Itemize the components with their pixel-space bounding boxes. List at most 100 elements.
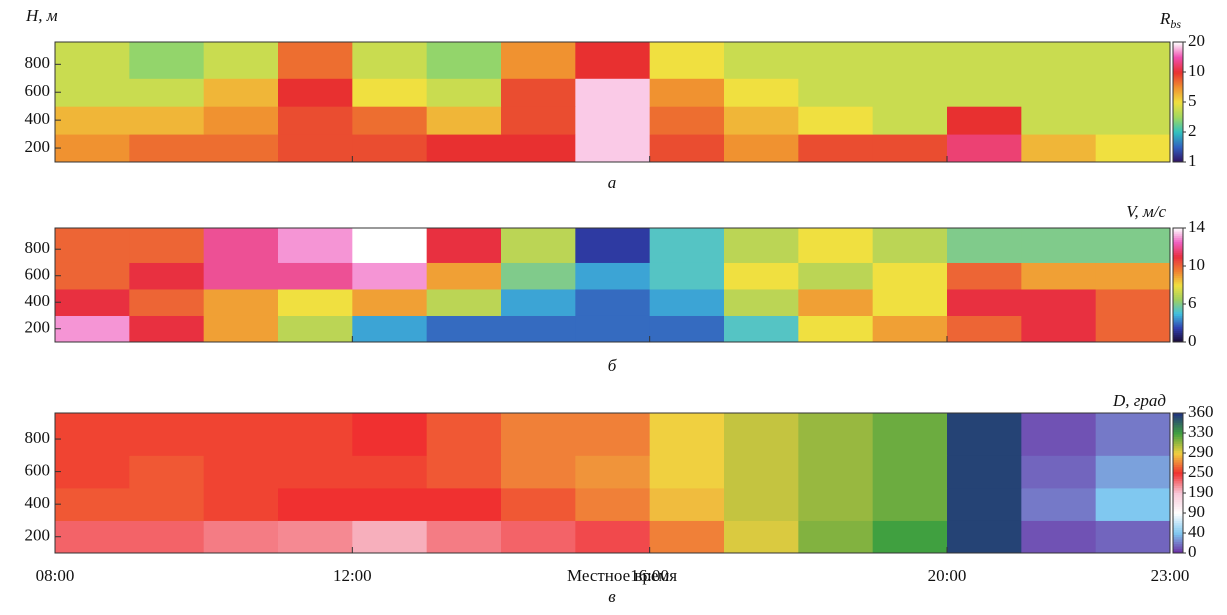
colorbar-segment [1173, 290, 1183, 294]
colorbar-segment [1173, 487, 1183, 491]
heatmap-cell [129, 455, 205, 489]
y-tick-label: 600 [25, 81, 51, 100]
colorbar-segment [1173, 471, 1183, 475]
colorbar-segment [1173, 58, 1183, 61]
colorbar-segment [1173, 262, 1183, 265]
colorbar-segment [1173, 48, 1183, 51]
heatmap-cell [55, 288, 130, 316]
heatmap-cell [55, 487, 130, 521]
heatmap-cell [872, 288, 948, 316]
heatmap-cell [203, 288, 279, 316]
colorbar-segment [1173, 110, 1183, 113]
colorbar-segment [1173, 319, 1183, 322]
colorbar-segment [1173, 296, 1183, 299]
y-tick-label: 600 [25, 461, 51, 480]
colorbar-segment [1173, 102, 1183, 105]
panel-label: а [608, 173, 617, 192]
colorbar-segment [1173, 283, 1183, 286]
colorbar-segment [1173, 235, 1183, 238]
heatmap-cell [129, 106, 205, 135]
colorbar-segment [1173, 457, 1183, 461]
heatmap-cell [872, 413, 948, 456]
heatmap-cell [1095, 288, 1171, 316]
colorbar-segment [1173, 228, 1183, 231]
colorbar-segment [1173, 294, 1183, 297]
heatmap-cell [203, 413, 279, 456]
colorbar-segment [1173, 450, 1183, 454]
heatmap-cell [724, 413, 799, 456]
heatmap-cell [426, 78, 502, 107]
heatmap-cell [575, 413, 651, 456]
colorbar-segment [1173, 497, 1183, 500]
colorbar-tick-label: 10 [1188, 61, 1205, 80]
heatmap-cell [1021, 413, 1097, 456]
colorbar-label-main: R [1159, 9, 1171, 28]
panel-label: б [608, 356, 617, 375]
colorbar-segment [1173, 152, 1183, 155]
y-tick-label: 800 [25, 53, 51, 72]
colorbar-segment [1173, 311, 1183, 314]
heatmap-cell [129, 228, 205, 263]
colorbar-segment [1173, 90, 1183, 93]
heatmap-cell [947, 228, 1022, 263]
heatmap-cell [129, 487, 205, 521]
heatmap-cell [872, 315, 948, 343]
heatmap-cell [649, 520, 725, 554]
x-tick-label: 08:00 [36, 566, 75, 585]
colorbar-segment [1173, 130, 1183, 133]
colorbar-segment [1173, 252, 1183, 256]
colorbar-segment [1173, 112, 1183, 115]
heatmap-cell [352, 262, 428, 290]
heatmap-cell [1095, 487, 1171, 521]
heatmap-cell [203, 134, 279, 163]
colorbar-segment [1173, 62, 1183, 65]
heatmap-cell [1095, 262, 1171, 290]
colorbar-segment [1173, 536, 1183, 540]
heatmap-cell [947, 288, 1022, 316]
colorbar-segment [1173, 323, 1183, 326]
plot-frame [54, 412, 1171, 554]
colorbar-segment [1173, 543, 1183, 547]
heatmap-cell [501, 315, 576, 343]
heatmap-cell [55, 262, 130, 290]
heatmap-cell [649, 413, 725, 456]
colorbar-segment [1173, 534, 1183, 538]
heatmap-cell [278, 455, 353, 489]
colorbar-segment [1173, 247, 1183, 250]
heatmap-cell [278, 315, 353, 343]
colorbar-segment [1173, 74, 1183, 77]
colorbar-segment [1173, 144, 1183, 147]
colorbar-segment [1173, 64, 1183, 67]
heatmap-cell [724, 134, 799, 163]
heatmap-cell [872, 262, 948, 290]
heatmap-cell [724, 520, 799, 554]
colorbar-segment [1173, 429, 1183, 433]
colorbar-segment [1173, 434, 1183, 437]
colorbar-segment [1173, 455, 1183, 458]
heatmap-cell [1021, 315, 1097, 343]
colorbar-segment [1173, 336, 1183, 339]
colorbar-tick-label: 6 [1188, 293, 1197, 312]
colorbar-tick-label: 0 [1188, 542, 1197, 561]
colorbar-segment [1173, 448, 1183, 451]
colorbar-segment [1173, 150, 1183, 153]
colorbar-tick-label: 20 [1188, 31, 1205, 50]
heatmap-cell [55, 134, 130, 163]
heatmap-cell [501, 42, 576, 79]
colorbar-segment [1173, 254, 1183, 257]
colorbar-segment [1173, 271, 1183, 275]
heatmap-cell [426, 42, 502, 79]
colorbar-segment [1173, 120, 1183, 123]
heatmap-cell [798, 106, 874, 135]
colorbar-segment [1173, 539, 1183, 542]
colorbar-segment [1173, 122, 1183, 125]
heatmap-cell [426, 228, 502, 263]
heatmap-cell [501, 413, 576, 456]
heatmap-cell [724, 288, 799, 316]
colorbar-segment [1173, 326, 1183, 330]
colorbar-segment [1173, 338, 1183, 341]
colorbar-segment [1173, 298, 1183, 301]
heatmap-cell [947, 487, 1022, 521]
y-tick-label: 200 [25, 318, 51, 337]
colorbar-segment [1173, 60, 1183, 63]
